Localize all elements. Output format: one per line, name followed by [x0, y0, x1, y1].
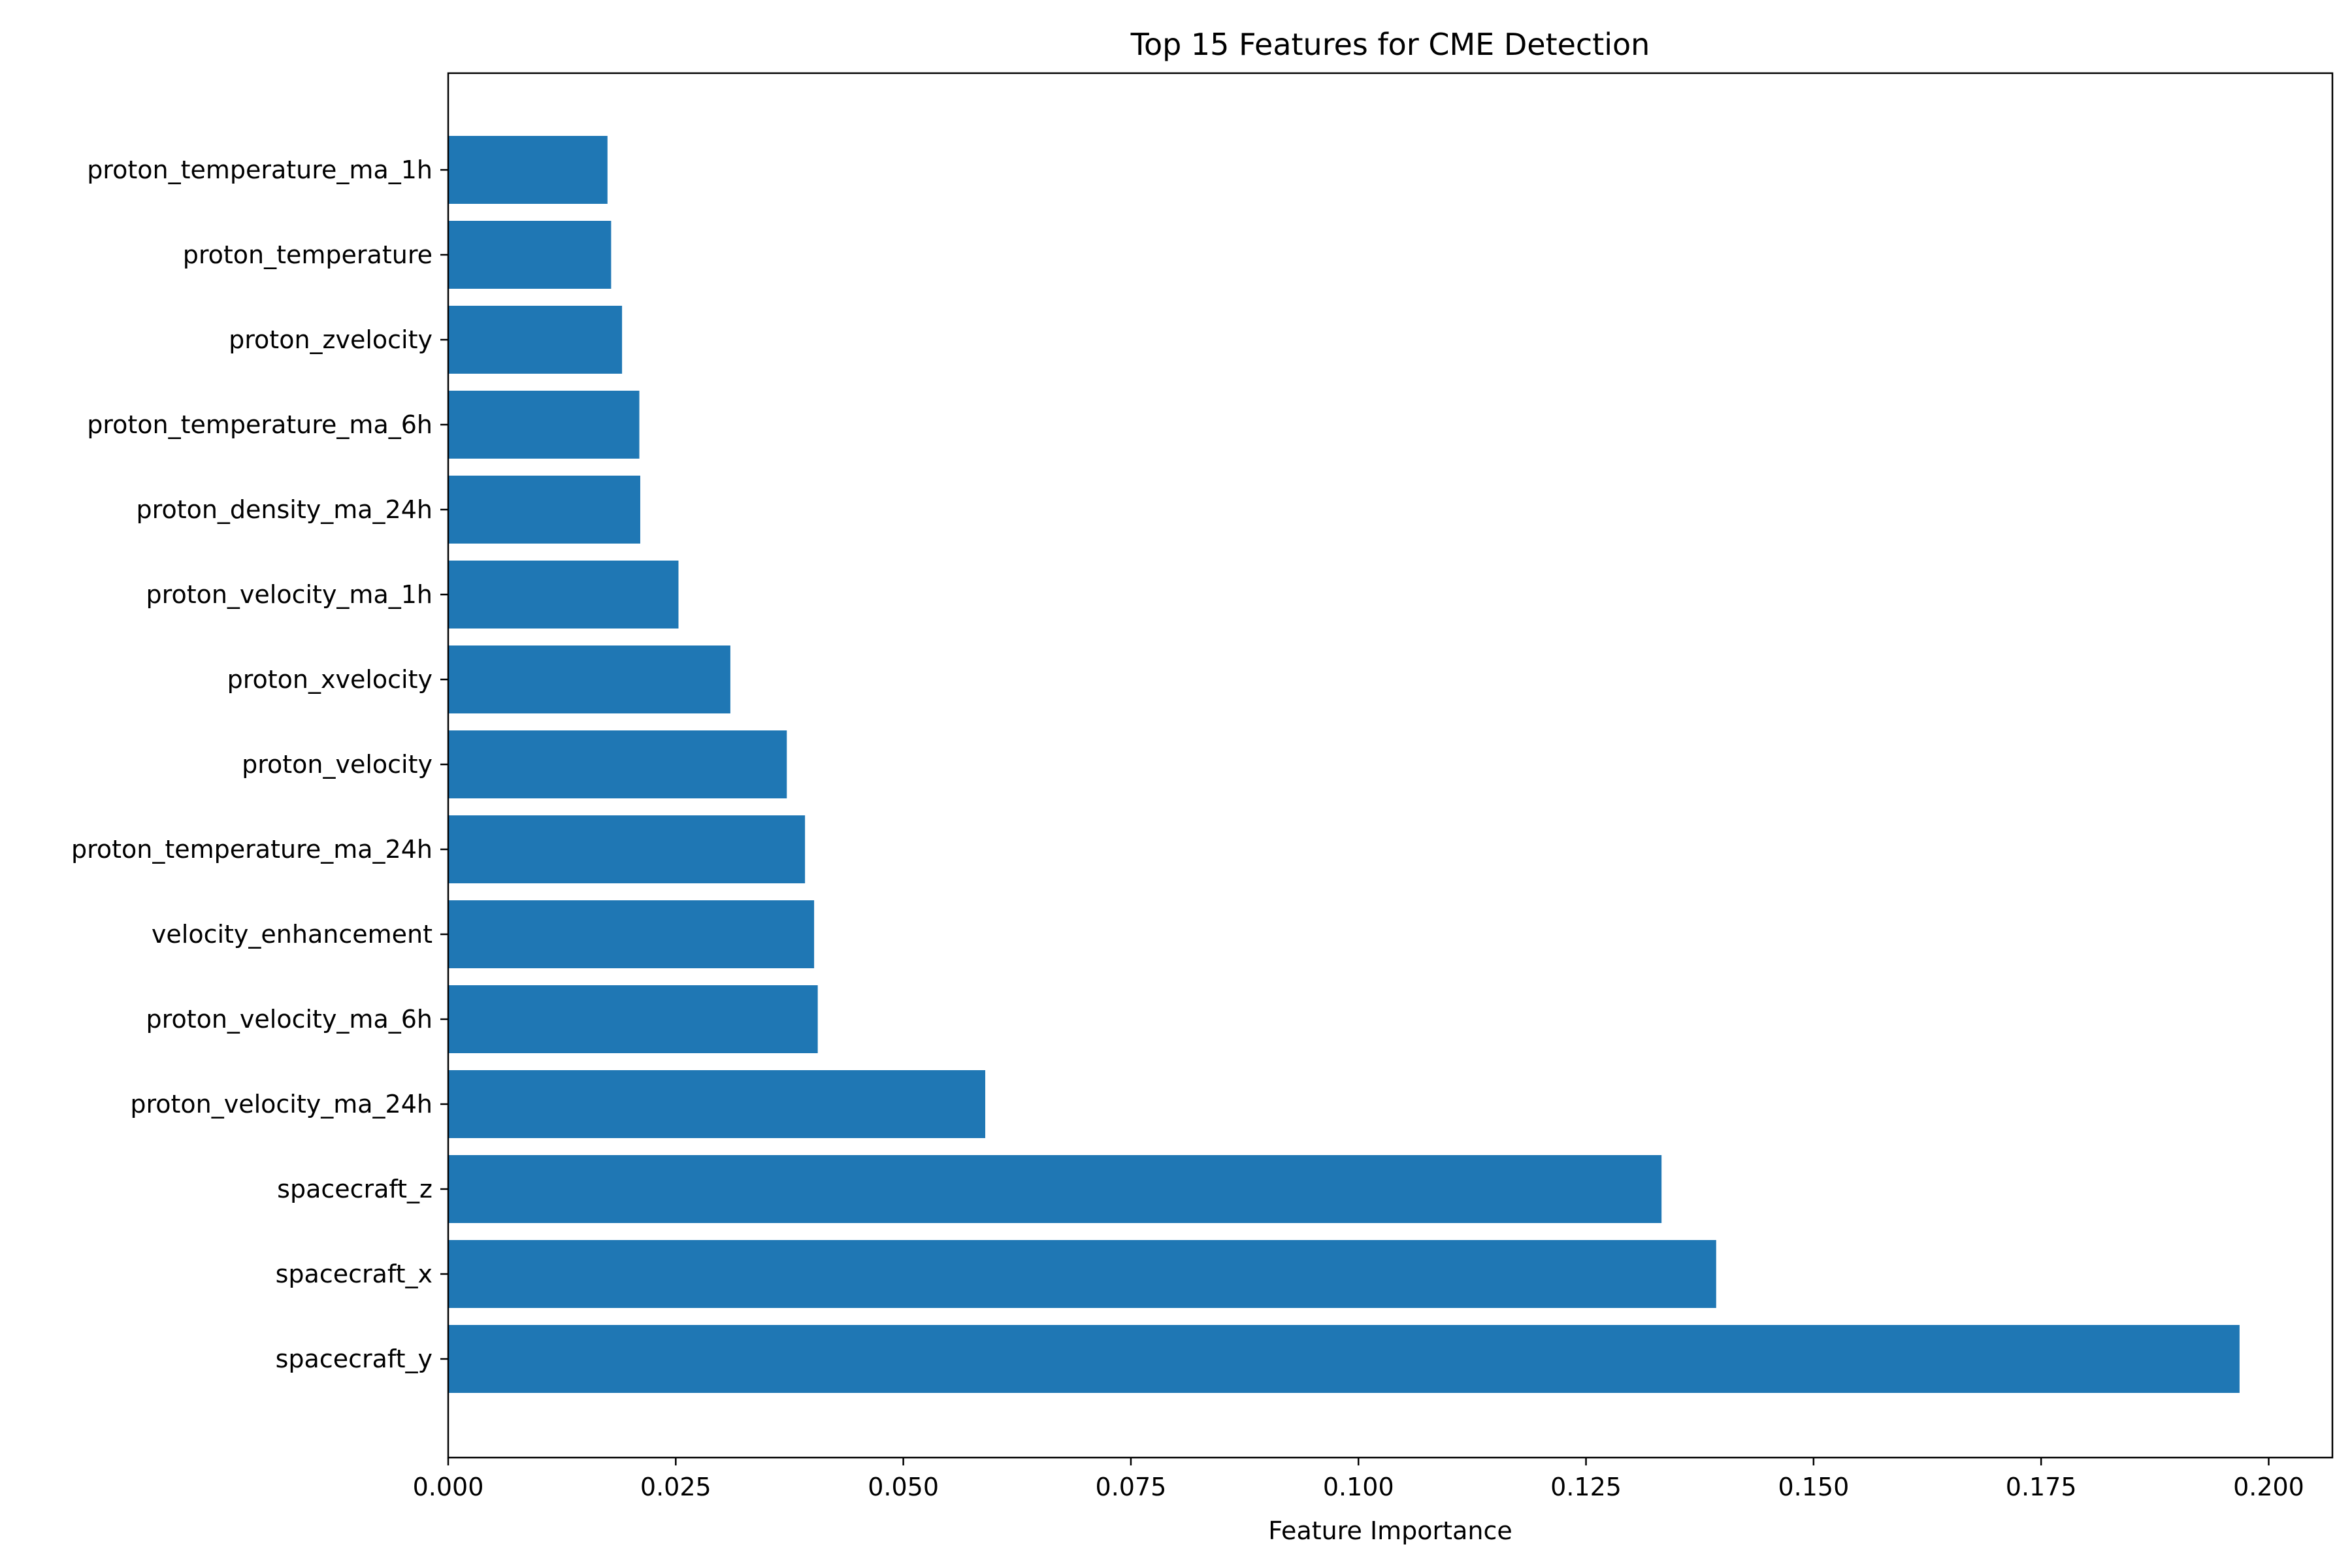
x-tick-label: 0.050: [868, 1473, 939, 1501]
x-tick-label: 0.075: [1096, 1473, 1167, 1501]
y-tick-label: proton_temperature_ma_1h: [87, 155, 433, 184]
bar-velocity-enhancement: [448, 900, 815, 968]
y-tick-label: spacecraft_z: [277, 1175, 433, 1203]
plot-frame: [447, 72, 2334, 1459]
bar-proton-velocity: [448, 730, 787, 798]
y-tick-label: spacecraft_x: [276, 1260, 433, 1288]
y-tick-label: spacecraft_y: [276, 1345, 433, 1373]
bar-proton-xvelocity: [448, 645, 730, 713]
y-tick-label: proton_temperature_ma_6h: [87, 410, 433, 439]
x-tick-label: 0.200: [2233, 1473, 2304, 1501]
x-axis-label: Feature Importance: [1268, 1516, 1512, 1545]
bar-proton-temperature-ma-6h: [448, 391, 640, 459]
y-axis-ticks: proton_temperature_ma_1h proton_temperatu…: [71, 155, 448, 1373]
y-tick-label: proton_xvelocity: [227, 665, 433, 694]
x-tick-label: 0.100: [1323, 1473, 1394, 1501]
y-tick-label: proton_temperature: [183, 240, 433, 269]
bar-proton-velocity-ma-6h: [448, 985, 818, 1053]
y-tick-label: proton_velocity_ma_1h: [146, 580, 433, 609]
bar-proton-velocity-ma-24h: [448, 1070, 986, 1138]
bar-spacecraft-y: [448, 1325, 2240, 1393]
bar-proton-density-ma-24h: [448, 476, 640, 544]
y-tick-label: proton_velocity_ma_24h: [130, 1090, 433, 1119]
y-tick-label: velocity_enhancement: [152, 920, 433, 949]
bars-group: [448, 136, 2240, 1393]
bar-proton-temperature: [448, 221, 612, 289]
y-tick-label: proton_zvelocity: [229, 325, 433, 354]
y-tick-label: proton_density_ma_24h: [137, 495, 433, 524]
bar-proton-temperature-ma-24h: [448, 815, 806, 883]
x-tick-label: 0.000: [413, 1473, 484, 1501]
y-tick-label: proton_temperature_ma_24h: [71, 835, 433, 864]
x-tick-label: 0.175: [2006, 1473, 2077, 1501]
x-tick-label: 0.150: [1778, 1473, 1849, 1501]
x-axis-ticks: 0.000 0.025 0.050 0.075 0.100 0.125 0.150 0.175…: [413, 1458, 2304, 1501]
bar-spacecraft-x: [448, 1240, 1716, 1308]
y-tick-label: proton_velocity_ma_6h: [146, 1005, 433, 1034]
x-tick-label: 0.025: [640, 1473, 711, 1501]
bar-proton-temperature-ma-1h: [448, 136, 608, 204]
bar-proton-zvelocity: [448, 306, 623, 374]
bar-proton-velocity-ma-1h: [448, 561, 679, 629]
bar-spacecraft-z: [448, 1155, 1662, 1223]
y-tick-label: proton_velocity: [242, 750, 433, 779]
x-tick-label: 0.125: [1550, 1473, 1622, 1501]
chart-title: Top 15 Features for CME Detection: [1130, 27, 1650, 62]
